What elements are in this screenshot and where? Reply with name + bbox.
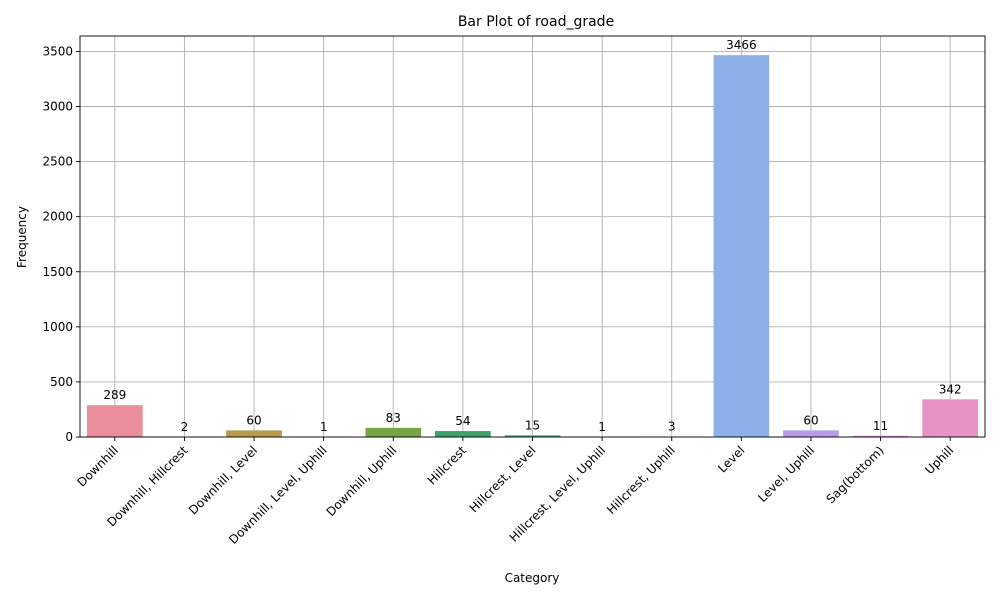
bar-value-label: 60 [803,413,818,427]
bar-value-label: 60 [246,413,261,427]
x-tick-label: Downhill [75,443,121,489]
x-axis-label: Category [505,571,560,585]
bar-value-label: 11 [873,419,888,433]
bar [365,427,422,437]
x-tick-label: Sag(bottom) [824,443,887,506]
y-tick-label: 2500 [42,155,73,169]
x-tick-label: Level, Uphill [755,443,817,505]
x-tick-label: Downhill, Level [186,443,260,517]
y-tick-label: 1500 [42,265,73,279]
y-tick-label: 3500 [42,44,73,58]
x-tick-label: Level [715,443,747,475]
plot-frame [79,35,986,438]
y-tick-label: 0 [65,430,73,444]
bar [226,430,282,437]
bar [713,55,770,438]
x-tick-label: Downhill, Uphill [324,443,400,519]
y-tick-label: 2000 [42,210,73,224]
y-tick-label: 1000 [42,320,73,334]
bar-value-label: 83 [386,411,401,425]
axes-layer: 0 500 1000 1500 2000 2500 3000 3500 Downhill Down… [42,35,986,547]
bar-value-label: 1 [598,420,606,434]
bars-layer: 289 2 60 1 83 54 15 1 3 3466 60 11 342 [86,38,979,438]
bar [86,405,143,437]
bar-value-label: 15 [525,418,540,432]
x-tick-label: Hillcrest [425,443,469,487]
y-axis-label: Frequency [15,206,29,268]
bar [783,430,839,437]
chart-title: Bar Plot of road_grade [458,14,614,30]
x-tick-label: Hillcrest, Uphill [604,443,678,517]
y-tick-label: 500 [50,375,73,389]
bar [852,435,909,437]
x-tick-label: Uphill [922,443,956,477]
bar-value-label: 289 [103,388,126,402]
bar-value-label: 54 [455,414,470,428]
x-tick-label: Hillcrest, Level [467,443,539,515]
bar-value-label: 1 [320,420,328,434]
y-tick-label: 3000 [42,100,73,114]
bar-value-label: 3466 [726,38,757,52]
bar [922,399,979,437]
grid-layer [80,36,985,438]
bar-value-label: 3 [668,420,676,434]
bar-value-label: 342 [939,382,962,396]
bar-value-label: 2 [181,420,189,434]
bar [435,431,491,437]
bar [504,435,561,437]
